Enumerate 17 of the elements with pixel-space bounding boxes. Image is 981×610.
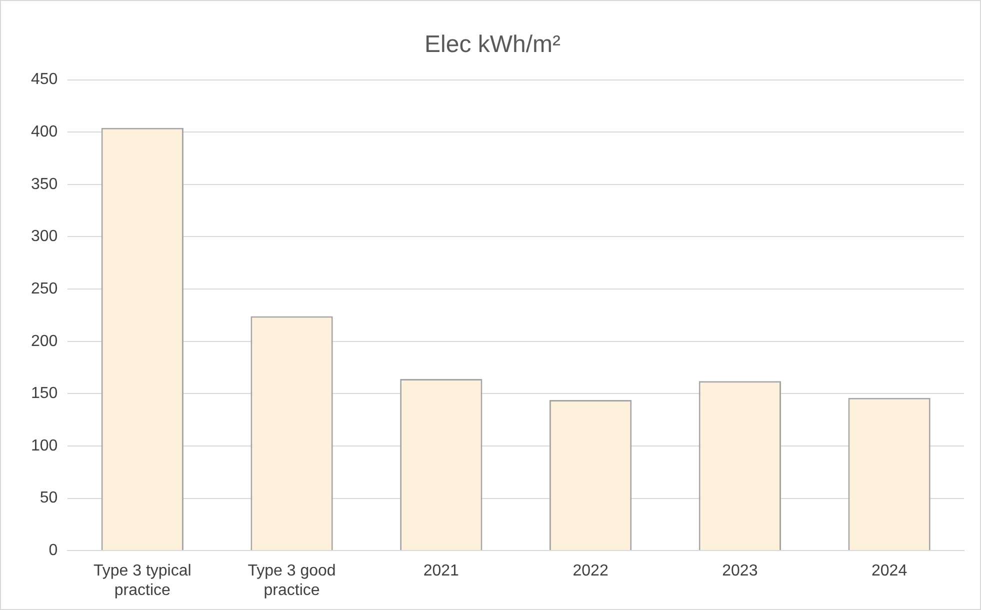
- y-tick-label: 350: [30, 176, 58, 193]
- chart-title: Elec kWh/m²: [424, 31, 561, 58]
- y-tick-label: 50: [40, 490, 58, 507]
- x-tick-label: 2023: [722, 562, 758, 580]
- x-tick-label: 2021: [423, 562, 460, 580]
- y-tick-label: 0: [48, 542, 58, 560]
- y-tick-label: 400: [30, 124, 58, 141]
- y-tick-label: 250: [30, 280, 58, 298]
- x-tick-label: Type 3 typical practice: [93, 562, 192, 599]
- x-tick-label: 2024: [872, 562, 908, 580]
- y-tick-label: 300: [30, 228, 58, 246]
- y-tick-label: 450: [30, 71, 58, 88]
- y-tick-label: 100: [30, 437, 58, 454]
- y-tick-label: 200: [30, 332, 58, 350]
- y-tick-label: 150: [30, 385, 58, 402]
- x-tick-label: Type 3 good practice: [248, 562, 336, 599]
- x-tick-label: 2022: [572, 562, 608, 580]
